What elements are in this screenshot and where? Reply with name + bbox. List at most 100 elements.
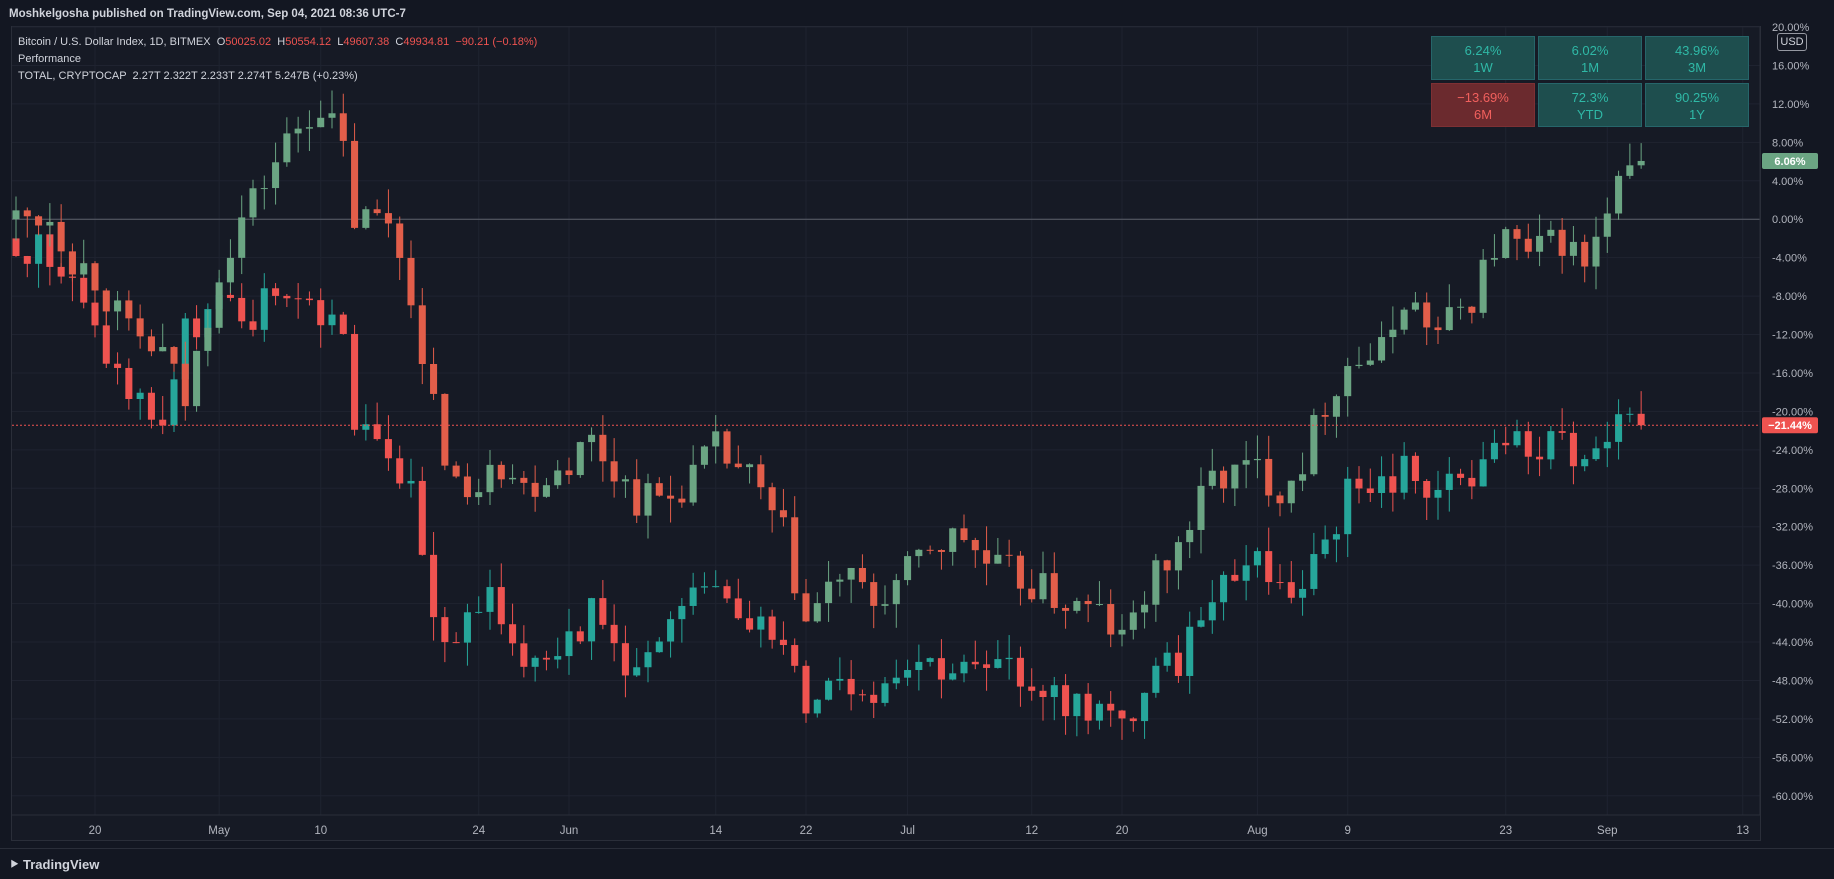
btc-index-candle: [1332, 396, 1340, 417]
total-cryptocap-candle: [351, 333, 359, 430]
currency-label[interactable]: USD: [1777, 33, 1807, 51]
btc-index-candle: [1547, 229, 1555, 236]
btc-index-candle: [317, 117, 325, 128]
btc-index-candle: [1423, 302, 1431, 328]
performance-cell-1y: 90.25% 1Y: [1645, 83, 1749, 127]
total-cryptocap-candle: [1547, 431, 1555, 460]
indicator-row[interactable]: Performance: [18, 53, 81, 65]
btc-index-candle: [858, 567, 866, 583]
y-tick-label: -20.00%: [1772, 406, 1813, 418]
btc-index-candle: [193, 350, 201, 407]
y-tick-label: 4.00%: [1772, 176, 1803, 188]
tradingview-logo[interactable]: ⯈ TradingView: [9, 857, 99, 873]
compare-symbol[interactable]: TOTAL, CRYPTOCAP: [18, 70, 127, 82]
btc-index-candle: [757, 464, 765, 488]
btc-index-candle: [542, 485, 550, 497]
y-tick-label: -56.00%: [1772, 752, 1813, 764]
btc-index-candle: [509, 477, 517, 480]
btc-index-candle: [904, 556, 912, 581]
btc-index-candle: [1490, 258, 1498, 260]
total-cryptocap-candle: [12, 238, 20, 257]
btc-index-candle: [181, 363, 189, 407]
btc-index-candle: [136, 318, 144, 337]
btc-index-candle: [1389, 329, 1397, 338]
btc-index-candle: [813, 603, 821, 622]
total-cryptocap-candle: [23, 256, 31, 264]
total-cryptocap-candle: [779, 639, 787, 646]
total-cryptocap-candle: [1626, 413, 1634, 415]
total-cryptocap-candle: [1141, 692, 1149, 722]
total-cryptocap-candle: [441, 617, 449, 643]
btc-index-candle: [114, 300, 122, 312]
total-cryptocap-candle: [159, 419, 167, 426]
total-cryptocap-candle: [904, 670, 912, 678]
btc-index-candle: [633, 479, 641, 516]
total-cryptocap-candle: [1366, 488, 1374, 493]
btc-index-candle: [689, 464, 697, 503]
total-cryptocap-candle: [193, 318, 201, 338]
total-cryptocap-candle: [430, 554, 438, 618]
btc-index-candle: [362, 209, 370, 228]
btc-index-candle: [915, 549, 923, 557]
btc-index-candle: [260, 188, 268, 190]
btc-index-candle: [994, 554, 1002, 564]
btc-index-candle: [1366, 360, 1374, 365]
total-cryptocap-candle: [1310, 554, 1318, 589]
btc-index-candle: [1581, 241, 1589, 267]
total-cryptocap-candle: [1457, 473, 1465, 478]
btc-index-candle: [1095, 604, 1103, 606]
btc-index-candle: [91, 263, 99, 291]
total-cryptocap-candle: [463, 612, 471, 643]
btc-index-candle: [1626, 165, 1634, 176]
performance-period: 1W: [1473, 60, 1493, 75]
btc-index-candle: [1400, 309, 1408, 330]
total-cryptocap-candle: [960, 661, 968, 674]
y-tick-label: -48.00%: [1772, 675, 1813, 687]
btc-index-candle: [1536, 235, 1544, 252]
btc-index-candle: [892, 580, 900, 605]
total-cryptocap-candle: [1242, 565, 1250, 581]
total-cryptocap-candle: [1220, 574, 1228, 603]
total-cryptocap-candle: [407, 480, 415, 484]
performance-cell-ytd: 72.3% YTD: [1538, 83, 1642, 127]
total-cryptocap-candle: [114, 363, 122, 368]
total-cryptocap-candle: [983, 664, 991, 668]
btc-index-candle: [554, 470, 562, 486]
performance-cell-1w: 6.24% 1W: [1431, 36, 1535, 80]
low-label: L: [337, 36, 344, 48]
symbol-name[interactable]: Bitcoin / U.S. Dollar Index, 1D, BITMEX: [18, 36, 211, 48]
total-cryptocap-candle: [1107, 703, 1115, 711]
btc-index-candle: [1084, 601, 1092, 605]
btc-index-candle: [791, 517, 799, 594]
total-cryptocap-candle: [238, 297, 246, 322]
total-cryptocap-candle: [170, 379, 178, 426]
total-cryptocap-candle: [565, 631, 573, 657]
btc-index-candle: [204, 327, 212, 351]
btc-index-candle: [1592, 236, 1600, 267]
total-cryptocap-candle: [825, 680, 833, 700]
x-tick-label: 9: [1345, 825, 1351, 837]
total-cryptocap-candle: [497, 587, 505, 625]
btc-index-candle: [373, 209, 381, 214]
total-cryptocap-candle: [734, 598, 742, 619]
btc-index-candle: [1005, 554, 1013, 556]
y-tick-label: -12.00%: [1772, 330, 1813, 342]
total-cryptocap-candle: [1400, 455, 1408, 493]
btc-index-candle: [57, 221, 65, 252]
x-tick-label: Sep: [1597, 825, 1617, 837]
total-cryptocap-candle: [1299, 588, 1307, 598]
btc-index-candle: [723, 431, 731, 464]
change-value: −90.21 (−0.18%): [455, 36, 538, 48]
btc-index-candle: [1287, 480, 1295, 504]
x-tick-label: Aug: [1247, 825, 1267, 837]
btc-index-candle: [1569, 241, 1577, 256]
performance-value: 6.02%: [1571, 43, 1609, 58]
total-cryptocap-candle: [881, 683, 889, 703]
y-tick-label: -36.00%: [1772, 560, 1813, 572]
total-cryptocap-candle: [610, 624, 618, 644]
last-value-label: 6.06%: [1774, 156, 1805, 168]
x-tick-label: 20: [89, 825, 102, 837]
btc-index-candle: [1186, 529, 1194, 543]
total-cryptocap-candle: [1637, 413, 1645, 426]
